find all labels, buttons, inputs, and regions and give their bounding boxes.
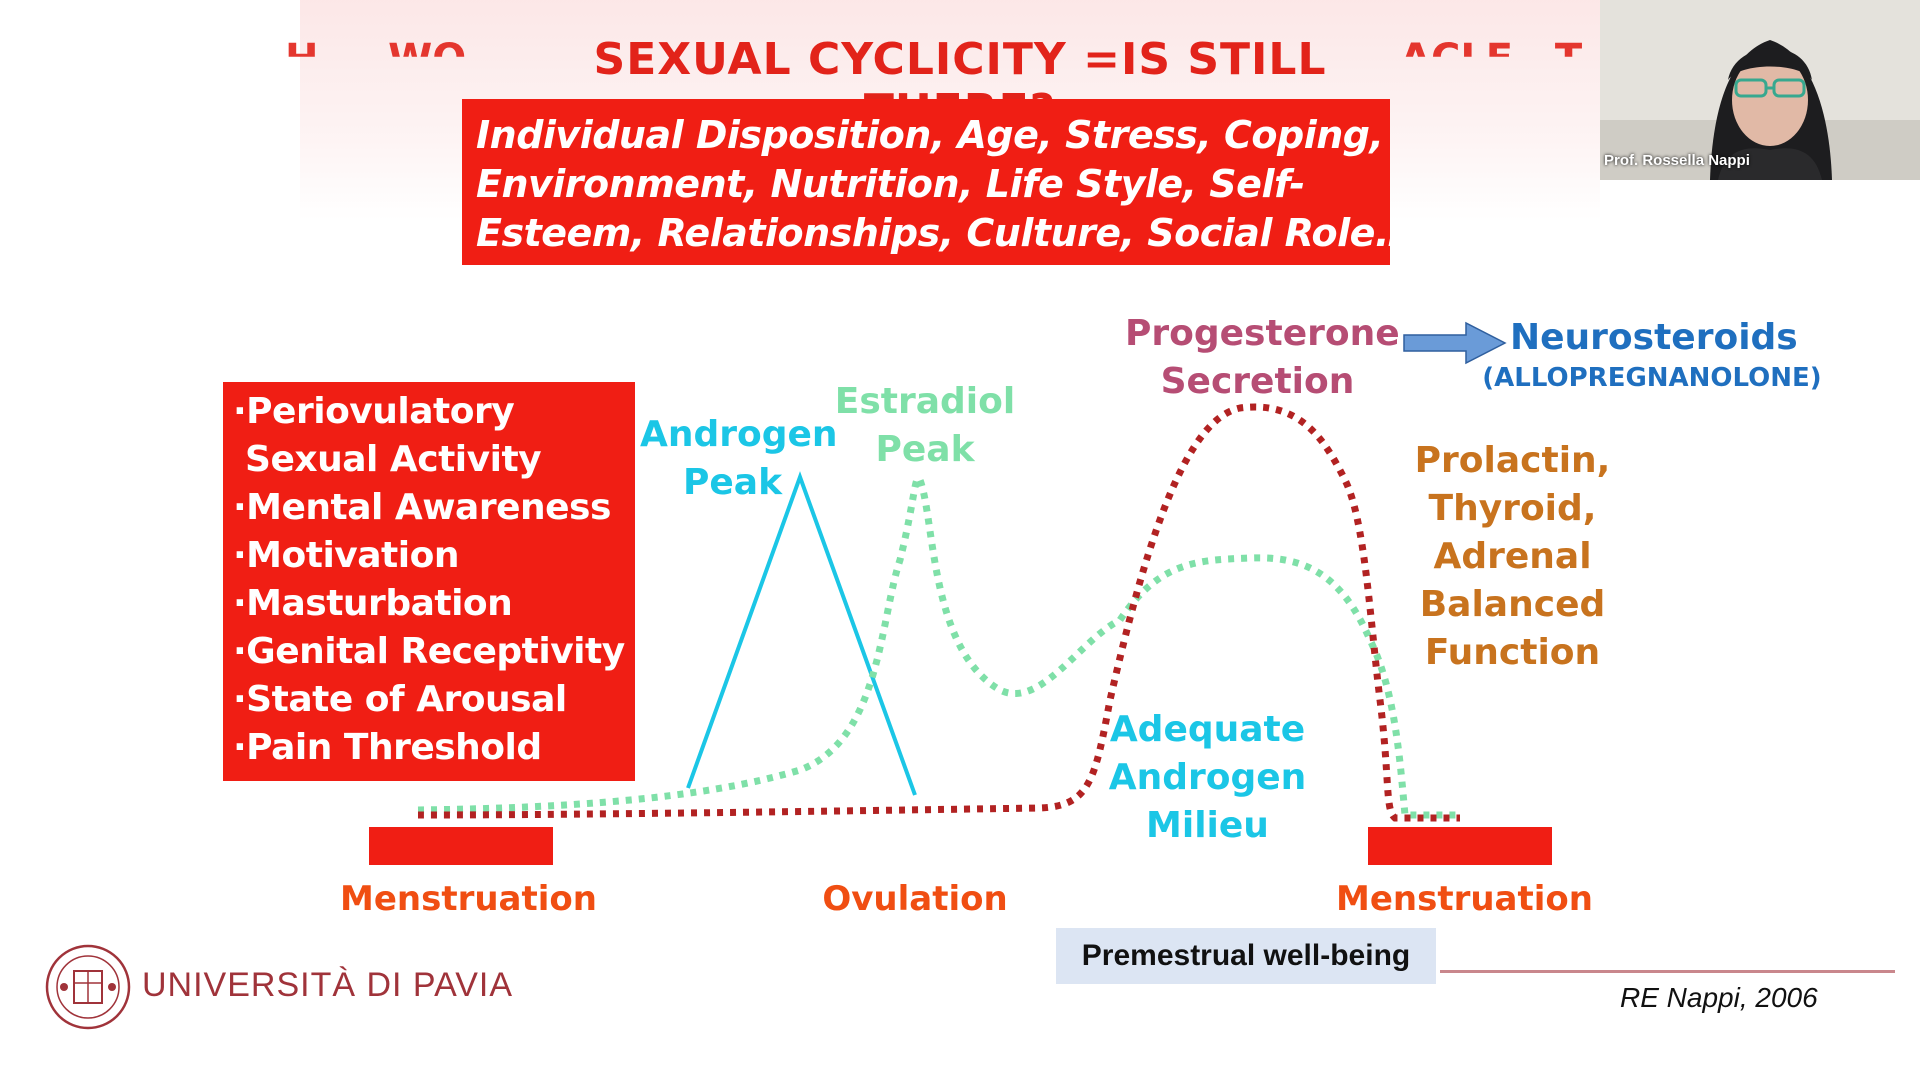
progesterone-label: Progesterone Secretion bbox=[1125, 310, 1400, 406]
webcam-video-tile[interactable] bbox=[1600, 0, 1920, 180]
presenter-video-icon bbox=[1600, 0, 1920, 180]
title-ghost-left: H WO bbox=[285, 36, 466, 57]
label-line: Milieu bbox=[1146, 805, 1269, 846]
factors-line: Esteem, Relationships, Culture, Social R… bbox=[476, 211, 1413, 255]
label-line: Adrenal bbox=[1433, 536, 1592, 577]
menstruation-label-left: Menstruation bbox=[340, 879, 597, 919]
label-line: Androgen bbox=[640, 414, 838, 455]
effects-item: ·Periovulatory bbox=[233, 391, 515, 432]
ovulation-label: Ovulation bbox=[822, 879, 1008, 919]
label-line: Peak bbox=[682, 462, 783, 503]
label-line: Peak bbox=[875, 429, 975, 470]
arrow-icon bbox=[1403, 321, 1507, 365]
factors-line: Environment, Nutrition, Life Style, Self… bbox=[476, 162, 1305, 206]
allopregnanolone-label: (ALLOPREGNANOLONE) bbox=[1482, 363, 1822, 393]
university-name: UNIVERSITÀ DI PAVIA bbox=[142, 966, 514, 1004]
label-line: Thyroid, bbox=[1428, 488, 1597, 529]
premenstrual-wellbeing-box: Premestrual well-being bbox=[1056, 928, 1436, 984]
neurosteroids-label: Neurosteroids bbox=[1510, 317, 1798, 358]
menstruation-label-right: Menstruation bbox=[1336, 879, 1593, 919]
title-ghost-right: ACLE T bbox=[1400, 36, 1582, 57]
androgen-peak-label: Androgen Peak bbox=[640, 411, 838, 507]
label-line: Secretion bbox=[1160, 361, 1355, 402]
effects-item: ·State of Arousal bbox=[233, 679, 567, 720]
label-line: Progesterone bbox=[1125, 313, 1400, 354]
factors-box: Individual Disposition, Age, Stress, Cop… bbox=[462, 99, 1413, 265]
label-line: Adequate bbox=[1109, 709, 1306, 750]
effects-item: ·Motivation bbox=[233, 535, 459, 576]
label-line: Function bbox=[1424, 632, 1601, 673]
label-line: Prolactin, bbox=[1414, 440, 1611, 481]
label-line: Balanced bbox=[1419, 584, 1606, 625]
effects-item: ·Genital Receptivity bbox=[233, 631, 625, 672]
prolactin-label: Prolactin, Thyroid, Adrenal Balanced Fun… bbox=[1400, 437, 1625, 677]
progesterone-curve bbox=[417, 403, 1460, 822]
adequate-androgen-label: Adequate Androgen Milieu bbox=[1100, 706, 1315, 850]
menstruation-bar-left bbox=[369, 827, 553, 865]
divider-line bbox=[1440, 970, 1895, 973]
androgen-curve bbox=[686, 471, 917, 796]
reference-citation: RE Nappi, 2006 bbox=[1620, 982, 1818, 1013]
effects-item: ·Mental Awareness bbox=[233, 487, 611, 528]
effects-item: ·Masturbation bbox=[233, 583, 513, 624]
label-line: Estradiol bbox=[834, 381, 1016, 422]
effects-box: ·Periovulatory Sexual Activity ·Mental A… bbox=[223, 382, 635, 781]
estradiol-peak-label: Estradiol Peak bbox=[830, 378, 1020, 474]
menstruation-bar-right bbox=[1368, 827, 1552, 865]
university-seal-icon bbox=[45, 944, 131, 1030]
effects-item: ·Pain Threshold bbox=[233, 727, 542, 768]
webcam-participant-name: Prof. Rossella Nappi bbox=[1604, 152, 1750, 169]
label-line: Androgen bbox=[1108, 757, 1307, 798]
effects-item: Sexual Activity bbox=[233, 439, 542, 480]
factors-line: Individual Disposition, Age, Stress, Cop… bbox=[476, 113, 1384, 157]
